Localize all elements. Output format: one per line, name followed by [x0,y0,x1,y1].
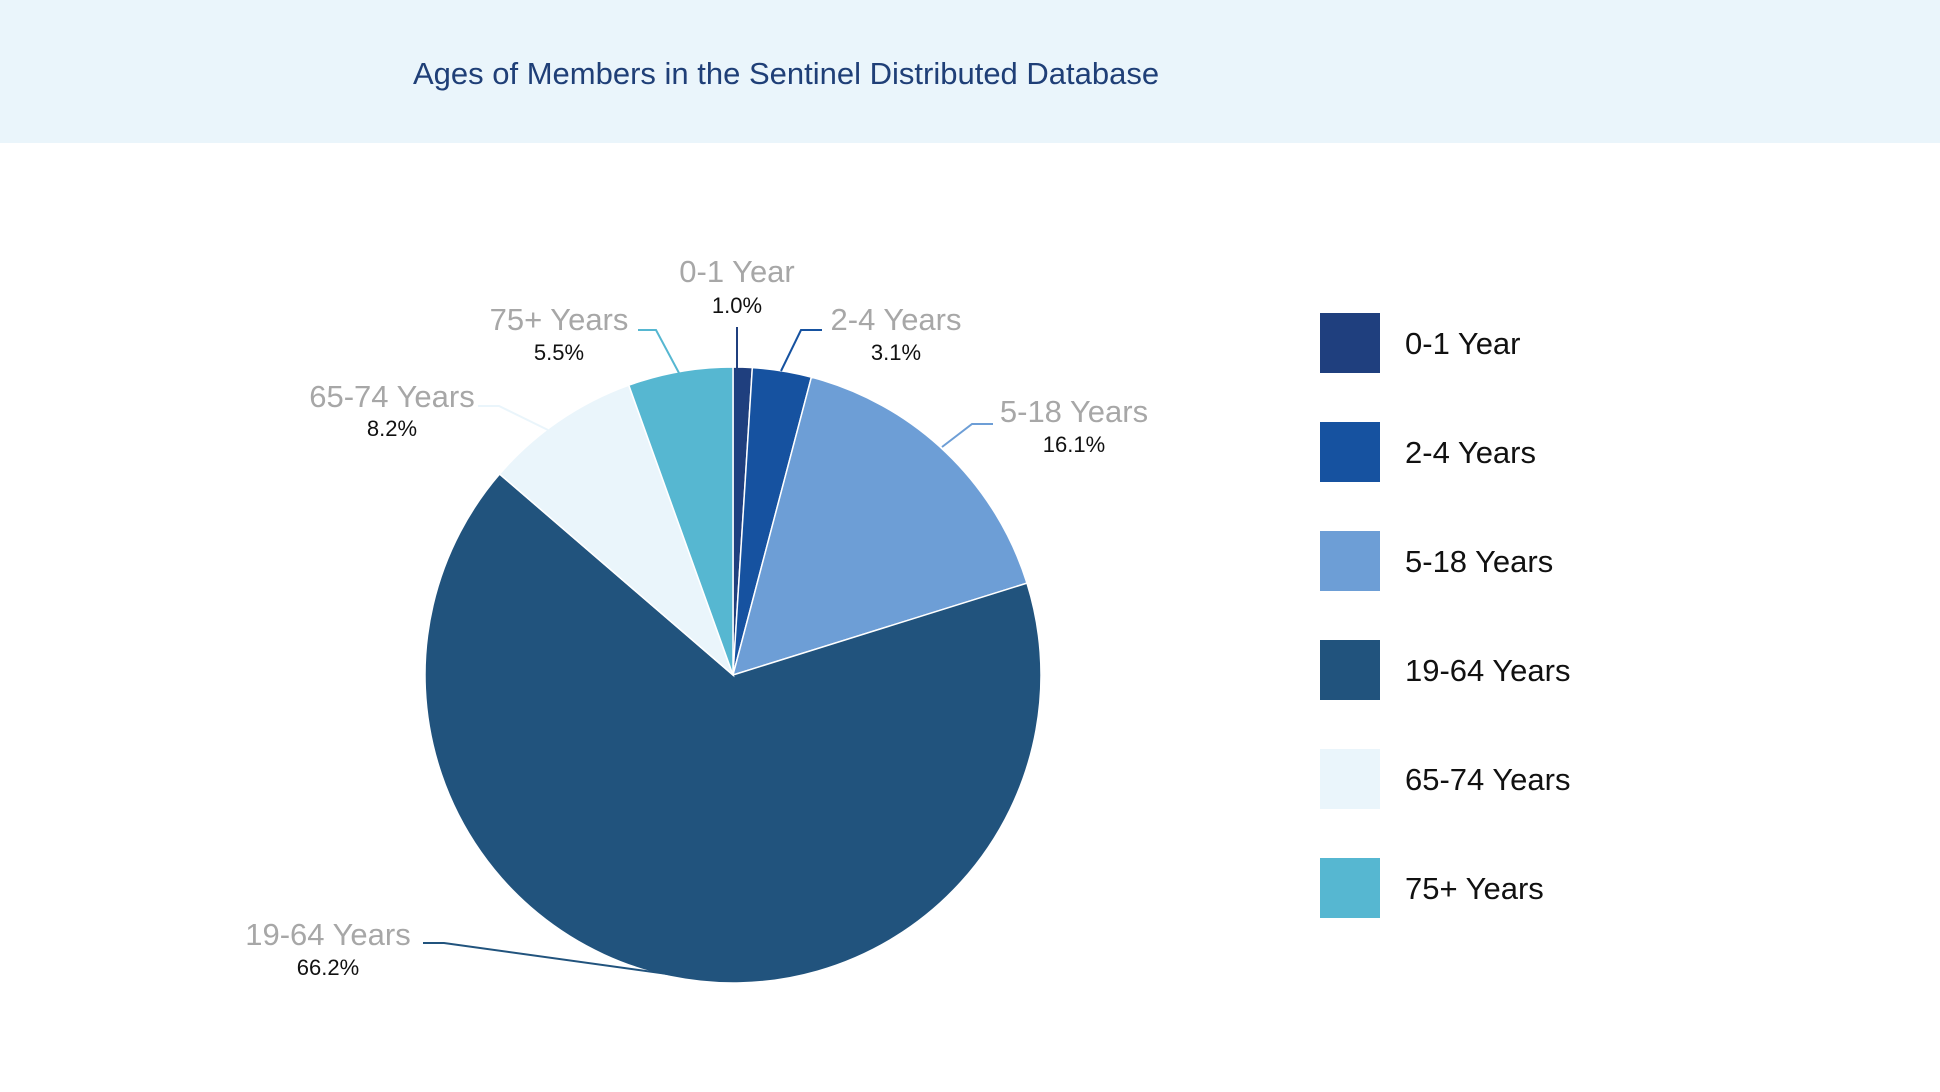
callout-name-2-4-years: 2-4 Years [831,302,962,337]
legend-label-75plus-years: 75+ Years [1405,871,1544,906]
callout-name-65-74-years: 65-74 Years [309,379,474,414]
callout-line-5-18-years [941,423,993,448]
legend-swatch-5-18-years [1320,531,1380,591]
data-label-5-18-years: 16.1% [1043,432,1105,457]
pie-slice-75plus-years [627,366,734,676]
data-label-65-74-years: 8.2% [367,416,417,441]
pie-slice-65-74-years [498,384,735,678]
legend: 0-1 Year 2-4 Years 5-18 Years 19-64 Years 65… [1320,313,1570,918]
legend-swatch-2-4-years [1320,422,1380,482]
data-label-19-64-years: 66.2% [297,955,359,980]
legend-swatch-19-64-years [1320,640,1380,700]
data-label-0-1-year: 1.0% [712,293,762,318]
pie-callouts: 0-1 Year 1.0% 2-4 Years 3.1% 5-18 Years 16.1%… [245,254,1148,980]
callout-name-75plus-years: 75+ Years [490,302,629,337]
callout-line-2-4-years [780,329,822,372]
pie-slice-19-64-years [424,472,1042,984]
data-label-75plus-years: 5.5% [534,340,584,365]
callout-line-75plus-years [638,329,680,374]
legend-label-65-74-years: 65-74 Years [1405,762,1570,797]
legend-label-0-1-year: 0-1 Year [1405,326,1521,361]
pie-slices [424,366,1042,984]
callout-line-19-64-years [423,942,676,976]
legend-swatch-65-74-years [1320,749,1380,809]
legend-label-2-4-years: 2-4 Years [1405,435,1536,470]
legend-swatch-0-1-year [1320,313,1380,373]
callout-name-5-18-years: 5-18 Years [1000,394,1148,429]
pie-slice-5-18-years [731,376,1028,677]
callout-line-65-74-years [478,405,549,431]
chart-title: Ages of Members in the Sentinel Distribu… [413,56,1160,91]
legend-swatch-75plus-years [1320,858,1380,918]
legend-label-19-64-years: 19-64 Years [1405,653,1570,688]
legend-label-5-18-years: 5-18 Years [1405,544,1553,579]
callout-name-0-1-year: 0-1 Year [679,254,795,289]
title-banner: Ages of Members in the Sentinel Distribu… [0,0,1940,143]
data-label-2-4-years: 3.1% [871,340,921,365]
callout-name-19-64-years: 19-64 Years [245,917,410,952]
